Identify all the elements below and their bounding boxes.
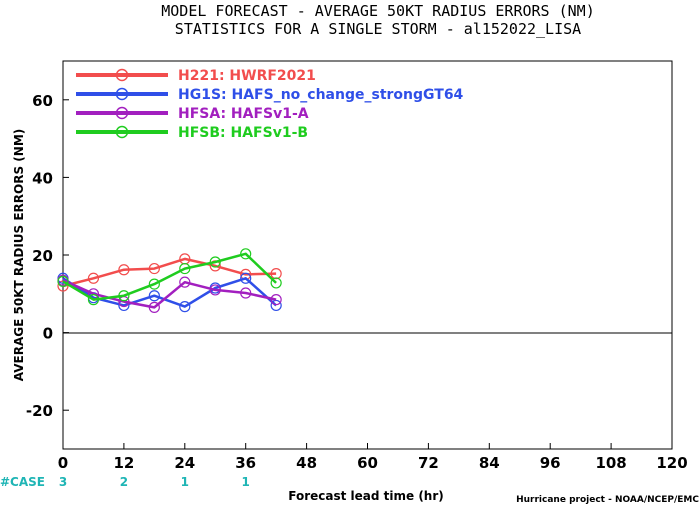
y-tick-label: 60 <box>32 92 53 110</box>
chart-title-line1: MODEL FORECAST - AVERAGE 50KT RADIUS ERR… <box>161 2 594 20</box>
y-tick-label: 40 <box>32 169 53 187</box>
x-tick-label: 72 <box>418 454 439 472</box>
series-1-point <box>148 262 160 275</box>
series-4-point <box>240 248 252 260</box>
case-counts: 3 2 1 1 <box>59 475 250 489</box>
series-2-point <box>240 272 252 284</box>
case-count: 3 <box>59 475 67 489</box>
x-axis-label: Forecast lead time (hr) <box>288 489 444 503</box>
y-tick-label: -20 <box>26 402 53 420</box>
case-count: 1 <box>242 475 250 489</box>
series-4-point <box>209 256 221 268</box>
series-2-point <box>179 301 191 313</box>
legend-marker-2 <box>115 87 129 101</box>
y-tick-label: 0 <box>43 325 53 343</box>
legend: H221: HWRF2021 HG1S: HAFS_no_change_stron… <box>76 68 464 141</box>
legend-label-2: HG1S: HAFS_no_change_strongGT64 <box>178 87 464 103</box>
series-line-1 <box>62 257 277 288</box>
series-4-point <box>118 290 130 302</box>
series-4-point <box>270 277 282 289</box>
x-tick-label: 24 <box>174 454 195 472</box>
series-3-point <box>209 284 221 296</box>
series-4-point <box>57 275 69 287</box>
case-count: 1 <box>181 475 189 489</box>
x-tick-label: 84 <box>479 454 500 472</box>
series-4-point <box>179 262 191 275</box>
legend-label-3: HFSA: HAFSv1-A <box>178 106 309 122</box>
credit-text: Hurricane project - NOAA/NCEP/EMC <box>516 495 699 505</box>
series-2-point <box>270 299 282 312</box>
x-tick-label: 60 <box>357 454 378 472</box>
x-tick-label: 36 <box>235 454 256 472</box>
chart-title-line2: STATISTICS FOR A SINGLE STORM - al152022… <box>175 20 581 38</box>
series-layer <box>57 248 282 313</box>
x-tick-label: 12 <box>113 454 134 472</box>
legend-marker-4 <box>115 125 129 139</box>
case-label: #CASE <box>0 475 45 489</box>
x-tick-label: 96 <box>540 454 561 472</box>
legend-marker-1 <box>115 68 129 82</box>
series-3-point <box>240 287 252 299</box>
series-1-point <box>87 272 100 284</box>
x-tick-label: 120 <box>656 454 687 472</box>
legend-label-1: H221: HWRF2021 <box>178 68 316 84</box>
series-4-point <box>148 278 160 290</box>
y-tick-label: 20 <box>32 247 53 265</box>
legend-marker-3 <box>115 106 129 120</box>
series-3-point <box>270 294 282 306</box>
x-axis-ticks: 0 12 24 36 48 60 72 84 96 108 120 <box>58 443 688 472</box>
legend-label-4: HFSB: HAFSv1-B <box>178 125 308 141</box>
x-tick-label: 0 <box>58 454 68 472</box>
series-4-point <box>87 294 100 306</box>
series-3-point <box>179 276 191 288</box>
x-tick-label: 108 <box>595 454 626 472</box>
series-3-point <box>148 301 160 313</box>
series-1-point <box>118 264 130 276</box>
series-2-point <box>148 290 160 302</box>
case-count: 2 <box>120 475 128 489</box>
plot-frame <box>62 60 673 450</box>
series-1-point <box>270 268 282 280</box>
y-axis-ticks: -20 0 20 40 60 <box>26 92 69 420</box>
series-line-3 <box>62 279 277 309</box>
x-tick-label: 48 <box>296 454 317 472</box>
y-axis-label: AVERAGE 50KT RADIUS ERRORS (NM) <box>12 129 26 381</box>
